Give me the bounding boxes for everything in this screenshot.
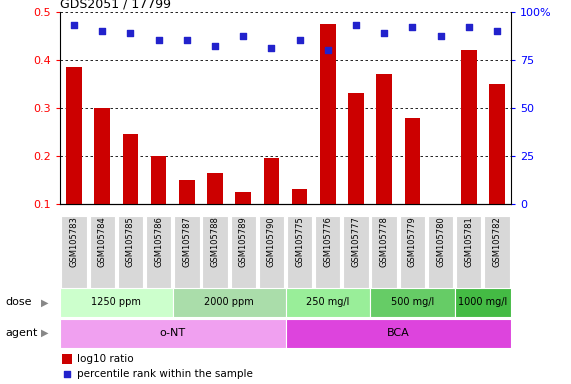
Bar <box>376 74 392 204</box>
Bar <box>123 134 138 204</box>
Point <box>380 30 389 36</box>
FancyBboxPatch shape <box>259 216 284 288</box>
Text: GSM105783: GSM105783 <box>70 216 79 267</box>
Text: percentile rank within the sample: percentile rank within the sample <box>77 369 253 379</box>
Point <box>323 47 332 53</box>
FancyBboxPatch shape <box>61 216 87 288</box>
Text: GSM105777: GSM105777 <box>352 216 360 267</box>
Point <box>492 28 501 34</box>
Text: GSM105778: GSM105778 <box>380 216 389 267</box>
Bar <box>60 288 173 317</box>
Bar <box>489 84 505 204</box>
Bar <box>286 319 511 348</box>
Bar <box>348 93 364 204</box>
FancyBboxPatch shape <box>174 216 199 288</box>
Bar <box>264 158 279 204</box>
Text: ▶: ▶ <box>41 328 49 338</box>
Text: GSM105790: GSM105790 <box>267 216 276 267</box>
Text: GSM105779: GSM105779 <box>408 216 417 267</box>
Text: 250 mg/l: 250 mg/l <box>306 297 349 308</box>
Point <box>63 371 72 377</box>
Bar <box>173 288 286 317</box>
Text: GSM105785: GSM105785 <box>126 216 135 267</box>
Bar <box>455 288 511 317</box>
FancyBboxPatch shape <box>90 216 115 288</box>
Bar <box>286 288 370 317</box>
Text: GSM105781: GSM105781 <box>464 216 473 267</box>
Bar <box>179 180 195 204</box>
Text: GSM105784: GSM105784 <box>98 216 107 267</box>
Text: agent: agent <box>6 328 38 338</box>
Text: 1250 ppm: 1250 ppm <box>91 297 141 308</box>
Point <box>211 43 220 49</box>
Text: 2000 ppm: 2000 ppm <box>204 297 254 308</box>
Text: ▶: ▶ <box>41 297 49 308</box>
FancyBboxPatch shape <box>202 216 228 288</box>
Point <box>464 24 473 30</box>
Point <box>351 22 360 28</box>
Point <box>295 37 304 43</box>
FancyBboxPatch shape <box>428 216 453 288</box>
FancyBboxPatch shape <box>372 216 397 288</box>
Text: GSM105775: GSM105775 <box>295 216 304 267</box>
FancyBboxPatch shape <box>146 216 171 288</box>
Text: GSM105776: GSM105776 <box>323 216 332 267</box>
Bar <box>370 288 455 317</box>
Text: GSM105782: GSM105782 <box>492 216 501 267</box>
Text: GSM105787: GSM105787 <box>182 216 191 267</box>
Bar <box>405 118 420 204</box>
Text: GSM105789: GSM105789 <box>239 216 248 267</box>
Text: GSM105788: GSM105788 <box>211 216 219 267</box>
FancyBboxPatch shape <box>315 216 340 288</box>
Bar <box>151 156 166 204</box>
Text: BCA: BCA <box>387 328 409 338</box>
FancyBboxPatch shape <box>118 216 143 288</box>
Point <box>267 45 276 51</box>
Text: GSM105780: GSM105780 <box>436 216 445 267</box>
Text: GSM105786: GSM105786 <box>154 216 163 267</box>
Bar <box>207 173 223 204</box>
FancyBboxPatch shape <box>343 216 369 288</box>
Text: log10 ratio: log10 ratio <box>77 354 134 364</box>
Bar <box>461 50 477 204</box>
Point <box>70 22 79 28</box>
FancyBboxPatch shape <box>456 216 481 288</box>
Bar <box>60 319 286 348</box>
Bar <box>292 189 307 204</box>
Text: 500 mg/l: 500 mg/l <box>391 297 434 308</box>
Point <box>154 37 163 43</box>
FancyBboxPatch shape <box>231 216 256 288</box>
Bar <box>62 354 72 364</box>
FancyBboxPatch shape <box>287 216 312 288</box>
Bar <box>320 23 336 204</box>
Point <box>98 28 107 34</box>
Bar <box>235 192 251 204</box>
Point <box>239 33 248 40</box>
Text: o-NT: o-NT <box>160 328 186 338</box>
Point <box>436 33 445 40</box>
Text: 1000 mg/l: 1000 mg/l <box>458 297 508 308</box>
Text: GDS2051 / 17799: GDS2051 / 17799 <box>60 0 171 10</box>
FancyBboxPatch shape <box>484 216 510 288</box>
FancyBboxPatch shape <box>400 216 425 288</box>
Bar <box>66 67 82 204</box>
Point <box>126 30 135 36</box>
Text: dose: dose <box>6 297 32 308</box>
Point <box>408 24 417 30</box>
Point <box>182 37 191 43</box>
Bar <box>94 108 110 204</box>
